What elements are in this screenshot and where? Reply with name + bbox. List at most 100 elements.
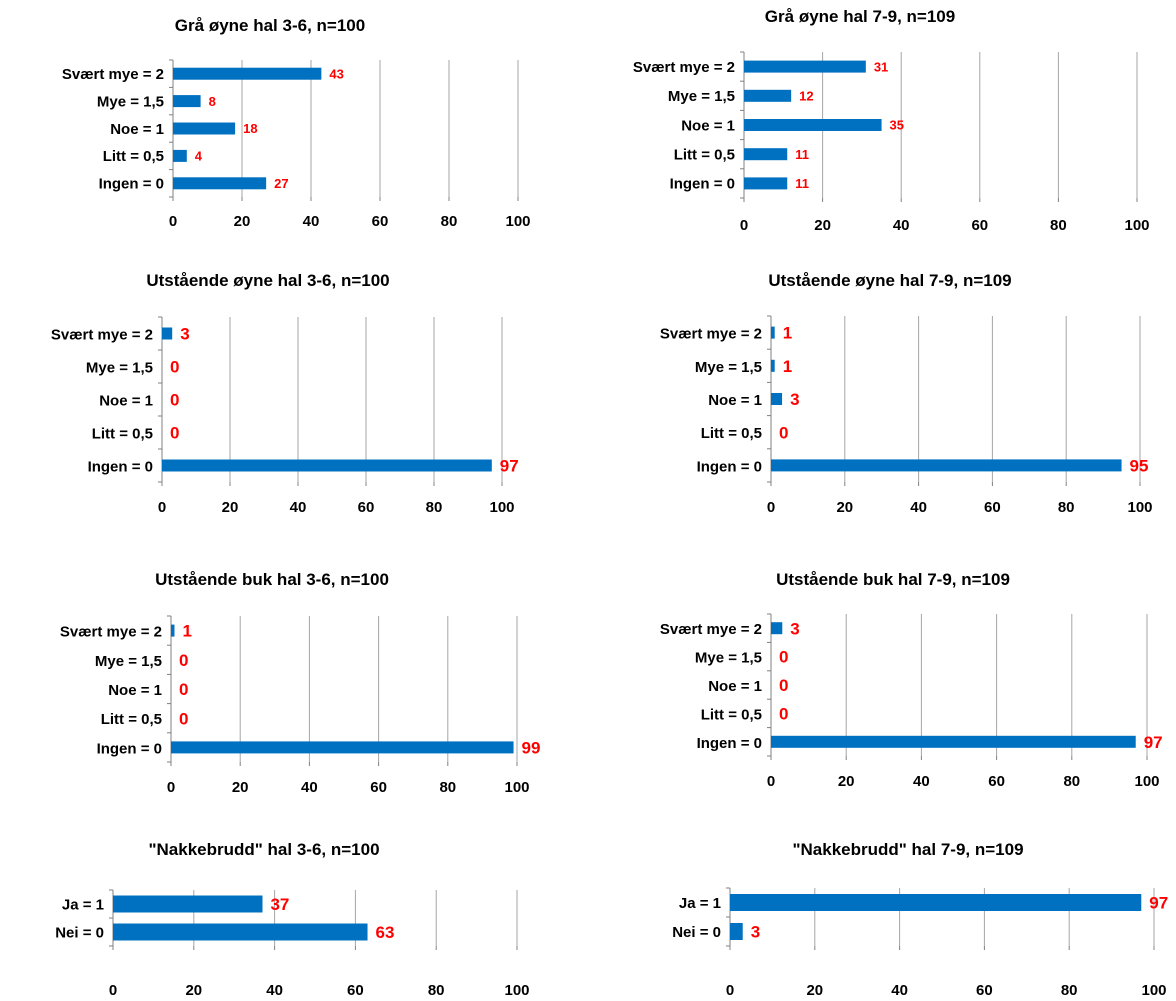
data-label: 1 bbox=[783, 324, 792, 343]
category-label: Litt = 0,5 bbox=[701, 706, 762, 723]
category-label: Svært mye = 2 bbox=[660, 621, 762, 638]
category-label: Ingen = 0 bbox=[88, 458, 153, 475]
data-label: 3 bbox=[751, 923, 760, 942]
x-tick-label: 0 bbox=[767, 773, 775, 790]
chart-1: Grå øyne hal 3-6, n=100 0 20 40 60 80 100 Svært… bbox=[62, 16, 531, 230]
x-tick-label: 60 bbox=[984, 499, 1001, 516]
category-label: Noe = 1 bbox=[708, 678, 762, 695]
category-label: Svært mye = 2 bbox=[660, 326, 762, 343]
x-tick-label: 60 bbox=[372, 213, 389, 230]
data-label: 95 bbox=[1130, 457, 1149, 476]
x-tick-label: 20 bbox=[232, 779, 249, 796]
chart-title: "Nakkebrudd" hal 3-6, n=100 bbox=[148, 840, 379, 859]
chart-title: Utstående øyne hal 3-6, n=100 bbox=[146, 271, 389, 290]
bar bbox=[113, 895, 263, 913]
bar bbox=[730, 894, 1142, 911]
bar bbox=[173, 177, 267, 190]
category-label: Svært mye = 2 bbox=[62, 66, 164, 83]
category-label: Noe = 1 bbox=[681, 117, 735, 134]
category-label: Ingen = 0 bbox=[99, 176, 164, 193]
category-label: Mye = 1,5 bbox=[668, 88, 735, 105]
data-label: 11 bbox=[795, 176, 809, 191]
data-label: 11 bbox=[795, 147, 809, 162]
x-tick-label: 60 bbox=[347, 982, 364, 999]
data-label: 0 bbox=[170, 358, 179, 377]
chart-7: "Nakkebrudd" hal 3-6, n=100 0 20 40 60 80 100 J… bbox=[55, 840, 529, 999]
x-tick-label: 40 bbox=[891, 982, 908, 999]
x-tick-label: 80 bbox=[439, 779, 456, 796]
x-tick-label: 40 bbox=[266, 982, 283, 999]
bar bbox=[771, 459, 1122, 472]
bar bbox=[771, 622, 783, 635]
category-label: Noe = 1 bbox=[108, 682, 162, 699]
x-tick-label: 100 bbox=[1134, 773, 1159, 790]
chart-title: Utstående øyne hal 7-9, n=109 bbox=[768, 271, 1011, 290]
x-tick-label: 40 bbox=[290, 499, 307, 516]
bar bbox=[771, 393, 783, 405]
bar bbox=[162, 459, 492, 472]
bar bbox=[173, 95, 201, 108]
x-tick-label: 0 bbox=[169, 213, 177, 230]
x-tick-label: 20 bbox=[814, 217, 831, 234]
x-tick-label: 80 bbox=[428, 982, 445, 999]
data-label: 0 bbox=[179, 709, 188, 728]
bar bbox=[162, 327, 173, 340]
bar bbox=[744, 119, 882, 131]
x-tick-label: 100 bbox=[505, 213, 530, 230]
category-label: Litt = 0,5 bbox=[103, 148, 164, 165]
category-label: Litt = 0,5 bbox=[92, 425, 153, 442]
data-label: 35 bbox=[890, 118, 904, 133]
data-label: 63 bbox=[376, 923, 395, 942]
data-label: 0 bbox=[779, 676, 788, 695]
x-tick-label: 80 bbox=[426, 499, 443, 516]
x-tick-label: 0 bbox=[109, 982, 117, 999]
x-tick-label: 0 bbox=[726, 982, 734, 999]
data-label: 99 bbox=[522, 739, 541, 758]
bar bbox=[730, 923, 743, 940]
data-label: 0 bbox=[170, 391, 179, 410]
x-tick-label: 20 bbox=[222, 499, 239, 516]
bar bbox=[771, 735, 1136, 748]
chart-6: Utstående buk hal 7-9, n=109 0 20 40 60 80 100… bbox=[660, 570, 1163, 790]
data-label: 3 bbox=[790, 619, 799, 638]
data-label: 12 bbox=[799, 88, 813, 103]
x-tick-label: 0 bbox=[158, 499, 166, 516]
x-tick-label: 40 bbox=[301, 779, 318, 796]
category-label: Litt = 0,5 bbox=[701, 425, 762, 442]
data-label: 43 bbox=[329, 66, 343, 81]
category-label: Mye = 1,5 bbox=[97, 93, 164, 110]
x-tick-label: 60 bbox=[976, 982, 993, 999]
x-tick-label: 100 bbox=[504, 982, 529, 999]
chart-3: Utstående øyne hal 3-6, n=100 0 20 40 60 80 10… bbox=[51, 271, 519, 516]
category-label: Noe = 1 bbox=[110, 121, 164, 138]
data-label: 27 bbox=[274, 176, 288, 191]
data-label: 37 bbox=[270, 895, 289, 914]
data-label: 8 bbox=[209, 94, 216, 109]
data-label: 4 bbox=[195, 149, 203, 164]
category-label: Mye = 1,5 bbox=[695, 650, 762, 667]
data-label: 0 bbox=[779, 648, 788, 667]
category-label: Mye = 1,5 bbox=[86, 359, 153, 376]
x-tick-label: 80 bbox=[1063, 773, 1080, 790]
x-tick-label: 20 bbox=[836, 499, 853, 516]
x-tick-label: 100 bbox=[1124, 217, 1149, 234]
category-label: Ja = 1 bbox=[679, 895, 721, 912]
category-label: Nei = 0 bbox=[672, 924, 721, 941]
data-label: 0 bbox=[179, 680, 188, 699]
bar bbox=[171, 741, 514, 754]
bar bbox=[744, 148, 788, 161]
chart-2: Grå øyne hal 7-9, n=109 0 20 40 60 80 100 Svært… bbox=[633, 7, 1150, 234]
x-tick-label: 80 bbox=[1050, 217, 1067, 234]
chart-title: Grå øyne hal 3-6, n=100 bbox=[175, 16, 365, 35]
data-label: 97 bbox=[500, 457, 519, 476]
x-tick-label: 60 bbox=[988, 773, 1005, 790]
data-label: 1 bbox=[182, 622, 191, 641]
category-label: Svært mye = 2 bbox=[633, 59, 735, 76]
x-tick-label: 0 bbox=[740, 217, 748, 234]
category-label: Litt = 0,5 bbox=[101, 711, 162, 728]
x-tick-label: 40 bbox=[913, 773, 930, 790]
category-label: Nei = 0 bbox=[55, 924, 104, 941]
x-tick-label: 60 bbox=[971, 217, 988, 234]
